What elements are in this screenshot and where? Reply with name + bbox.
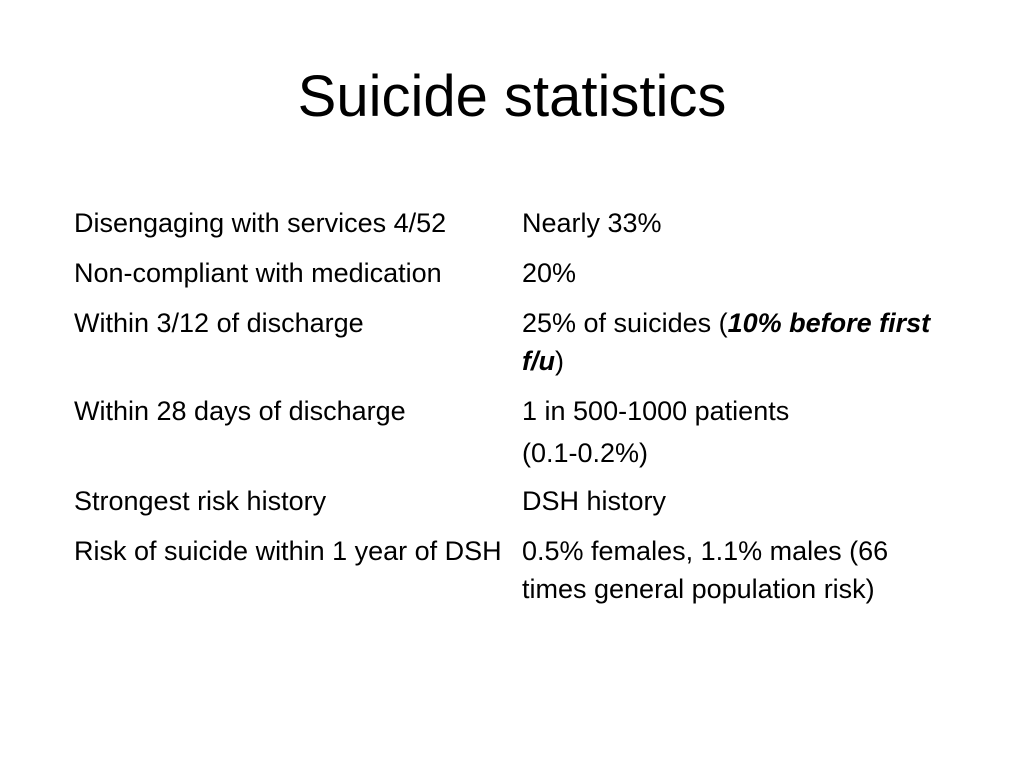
row-label: Strongest risk history [74,486,327,516]
table-row: Within 28 days of discharge 1 in 500-100… [66,386,956,476]
row-value-suffix: ) [555,346,564,376]
row-label: Within 3/12 of discharge [74,308,364,338]
table-row: Within 3/12 of discharge 25% of suicides… [66,298,956,386]
table-row: Disengaging with services 4/52 Nearly 33… [66,198,956,248]
row-value: 25% of suicides (10% before first f/u) [514,298,956,386]
statistics-table: Disengaging with services 4/52 Nearly 33… [66,198,956,614]
slide-title: Suicide statistics [297,64,727,129]
table-row: Risk of suicide within 1 year of DSH 0.5… [66,526,956,614]
row-label: Within 28 days of discharge [74,396,406,426]
row-value: 1 in 500-1000 patients (0.1-0.2%) [514,386,956,476]
row-value: Nearly 33% [522,208,662,238]
table-row: Strongest risk history DSH history [66,476,956,526]
table-row: Non-compliant with medication 20% [66,248,956,298]
row-value-emphasis: 10% before first f/u [522,308,931,376]
row-value: 20% [522,258,577,288]
row-value-prefix: 25% of suicides ( [522,308,728,338]
row-value-line: 1 in 500-1000 patients [522,396,790,426]
row-value: 0.5% females, 1.1% males (66 times gener… [522,536,889,604]
row-label: Non-compliant with medication [74,258,442,288]
row-label: Disengaging with services 4/52 [74,208,447,238]
row-value-line: (0.1-0.2%) [522,438,649,468]
row-value: DSH history [522,486,667,516]
row-label: Risk of suicide within 1 year of DSH [74,536,502,566]
